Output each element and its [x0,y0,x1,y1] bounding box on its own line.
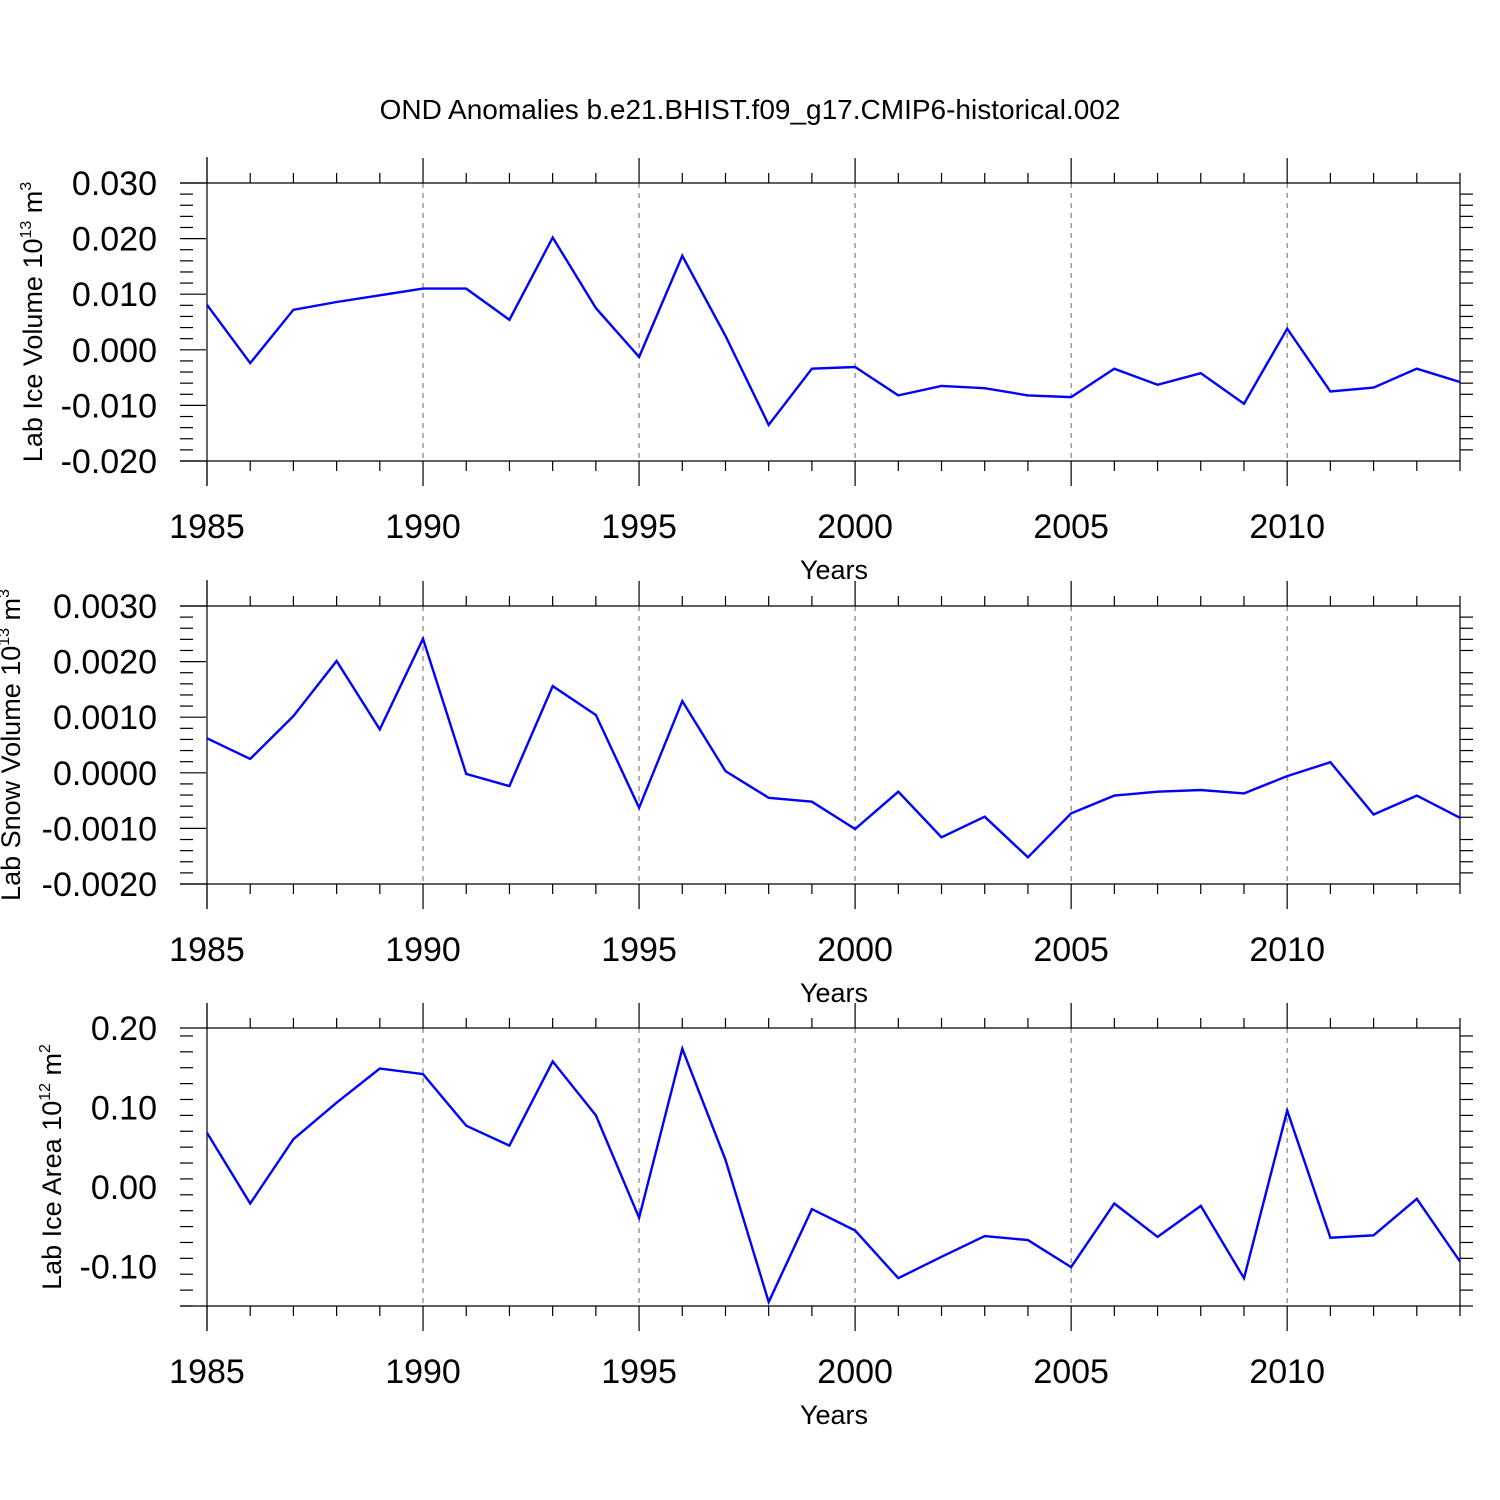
series-line [205,1044,1461,1306]
x-tick-label: 1985 [169,1353,245,1391]
y-tick-label: -0.0010 [42,810,157,848]
series-line [206,635,1461,859]
x-tick-label: 1995 [601,931,677,969]
x-tick-label: 2000 [817,931,893,969]
y-tick-label: -0.10 [80,1248,158,1286]
y-tick-label: 0.00 [91,1169,157,1207]
x-tick-label: 1990 [385,931,461,969]
chart-title: OND Anomalies b.e21.BHIST.f09_g17.CMIP6-… [380,94,1121,125]
x-tick-label: 1995 [601,508,677,546]
y-tick-label: 0.20 [91,1010,157,1048]
x-tick-label: 1985 [169,508,245,546]
y-tick-label: 0.0030 [53,588,157,626]
panel-3: -0.10 0.00 0.10 0.20 1985 1990 1995 2000 2005 201… [37,1003,1473,1430]
x-tick-label: 1990 [385,1353,461,1391]
x-tick-label: 2000 [817,508,893,546]
y-tick-label: -0.020 [61,443,157,481]
y-tick-label: 0.010 [72,276,157,314]
y-tick-label: -0.010 [61,387,157,425]
y-tick-label: 0.0010 [53,699,157,737]
x-tick-label: 1995 [601,1353,677,1391]
x-axis-title: Years [800,1400,868,1430]
x-axis-title: Years [800,978,868,1008]
x-tick-label: 2005 [1033,1353,1109,1391]
y-tick-label: 0.10 [91,1089,157,1127]
y-axis-title: Lab Ice Volume 1013 m3 [18,182,48,462]
x-tick-label: 1985 [169,931,245,969]
y-tick-label: 0.030 [72,165,157,203]
x-tick-label: 2010 [1249,1353,1325,1391]
y-tick-label: 0.000 [72,332,157,370]
y-tick-label: 0.020 [72,221,157,259]
panel-1: -0.020 -0.010 0.000 0.010 0.020 0.030 1985 1990… [18,157,1473,585]
series-line [206,235,1461,428]
panel-2: -0.0020 -0.0010 0.0000 0.0010 0.0020 0.0030 19… [0,580,1473,1008]
y-axis-title: Lab Ice Area 1012 m2 [37,1044,67,1290]
y-axis-title: Lab Snow Volume 1013 m3 [0,589,26,901]
x-tick-label: 2010 [1249,931,1325,969]
x-tick-label: 2000 [817,1353,893,1391]
y-tick-label: 0.0020 [53,644,157,682]
x-tick-label: 2005 [1033,931,1109,969]
x-tick-label: 2010 [1249,508,1325,546]
x-tick-label: 1990 [385,508,461,546]
x-tick-label: 2005 [1033,508,1109,546]
y-tick-label: 0.0000 [53,755,157,793]
y-tick-label: -0.0020 [42,866,157,904]
x-axis-title: Years [800,555,868,585]
